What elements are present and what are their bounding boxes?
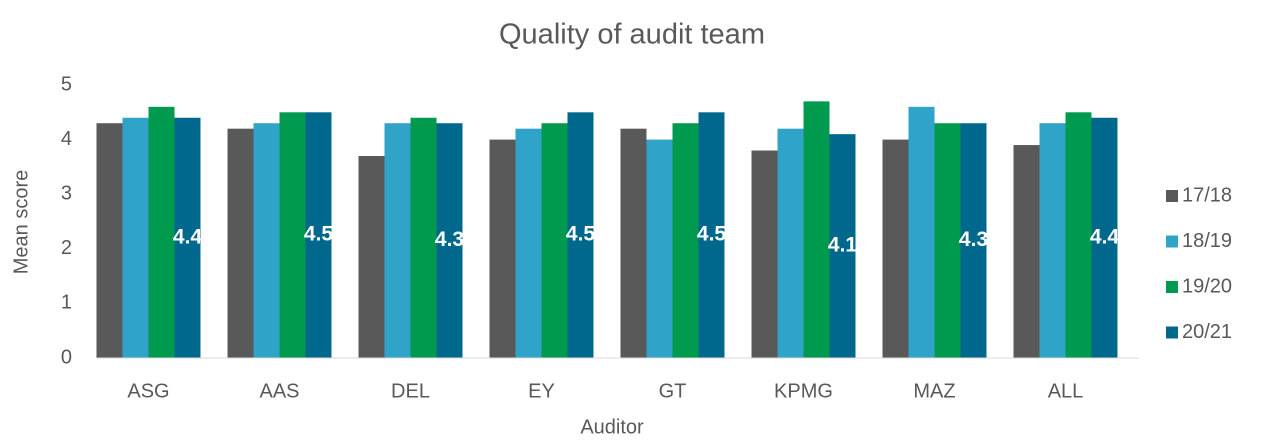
- bar: [646, 139, 673, 358]
- bar: [934, 123, 961, 358]
- legend-swatch: [1166, 326, 1178, 339]
- legend-swatch: [1166, 281, 1178, 293]
- bar: [253, 123, 280, 358]
- bar: [489, 139, 516, 358]
- bar: [96, 123, 123, 358]
- legend-label: 19/20: [1182, 275, 1232, 297]
- legend-swatch: [1166, 190, 1178, 202]
- x-axis-label: Auditor: [580, 416, 644, 438]
- y-tick-label: 1: [61, 292, 72, 314]
- legend-label: 18/19: [1182, 230, 1232, 252]
- data-label: 4.4: [173, 225, 203, 248]
- x-tick-label: DEL: [391, 380, 430, 402]
- y-tick-label: 0: [61, 346, 72, 368]
- x-tick-label: GT: [659, 380, 687, 402]
- legend-label: 20/21: [1182, 321, 1232, 343]
- y-axis-label: Mean score: [10, 170, 32, 275]
- data-label: 4.3: [435, 228, 464, 251]
- bar: [882, 139, 909, 358]
- bar: [777, 128, 804, 358]
- bar: [620, 128, 647, 358]
- bar: [829, 134, 856, 358]
- x-tick-label: ASG: [127, 380, 169, 402]
- bar: [567, 112, 594, 358]
- x-tick-label: AAS: [259, 380, 299, 402]
- bar: [541, 123, 568, 358]
- bar: [148, 106, 175, 358]
- y-tick-label: 5: [61, 73, 72, 95]
- bar: [122, 117, 149, 358]
- bar: [751, 150, 778, 358]
- x-tick-label: ALL: [1048, 380, 1084, 402]
- bar: [174, 117, 201, 358]
- bar: [803, 101, 830, 358]
- bar: [960, 123, 987, 358]
- bar: [908, 106, 935, 358]
- legend-swatch: [1166, 235, 1178, 248]
- x-tick-label: EY: [528, 380, 555, 402]
- bar: [515, 128, 542, 358]
- x-tick-label: KPMG: [774, 380, 833, 402]
- y-tick-label: 4: [61, 128, 72, 150]
- bar: [384, 123, 411, 358]
- bar: [1013, 145, 1040, 358]
- bar: [305, 112, 332, 358]
- bar: [279, 112, 306, 358]
- bar: [698, 112, 725, 358]
- data-label: 4.1: [828, 234, 858, 257]
- bar: [436, 123, 463, 358]
- data-label: 4.5: [304, 223, 334, 246]
- data-label: 4.3: [959, 228, 988, 251]
- data-label: 4.5: [697, 223, 727, 246]
- bar: [1065, 112, 1092, 358]
- bar: [1039, 123, 1066, 358]
- x-tick-label: MAZ: [913, 380, 955, 402]
- bar: [358, 155, 385, 358]
- bar: [1091, 117, 1118, 358]
- y-tick-label: 2: [61, 237, 72, 259]
- legend-label: 17/18: [1182, 184, 1232, 206]
- data-label: 4.5: [566, 223, 596, 246]
- data-label: 4.4: [1090, 225, 1120, 248]
- chart-title: Quality of audit team: [499, 19, 765, 51]
- bar: [227, 128, 254, 358]
- bar: [410, 117, 437, 358]
- bar: [672, 123, 699, 358]
- y-tick-label: 3: [61, 182, 72, 204]
